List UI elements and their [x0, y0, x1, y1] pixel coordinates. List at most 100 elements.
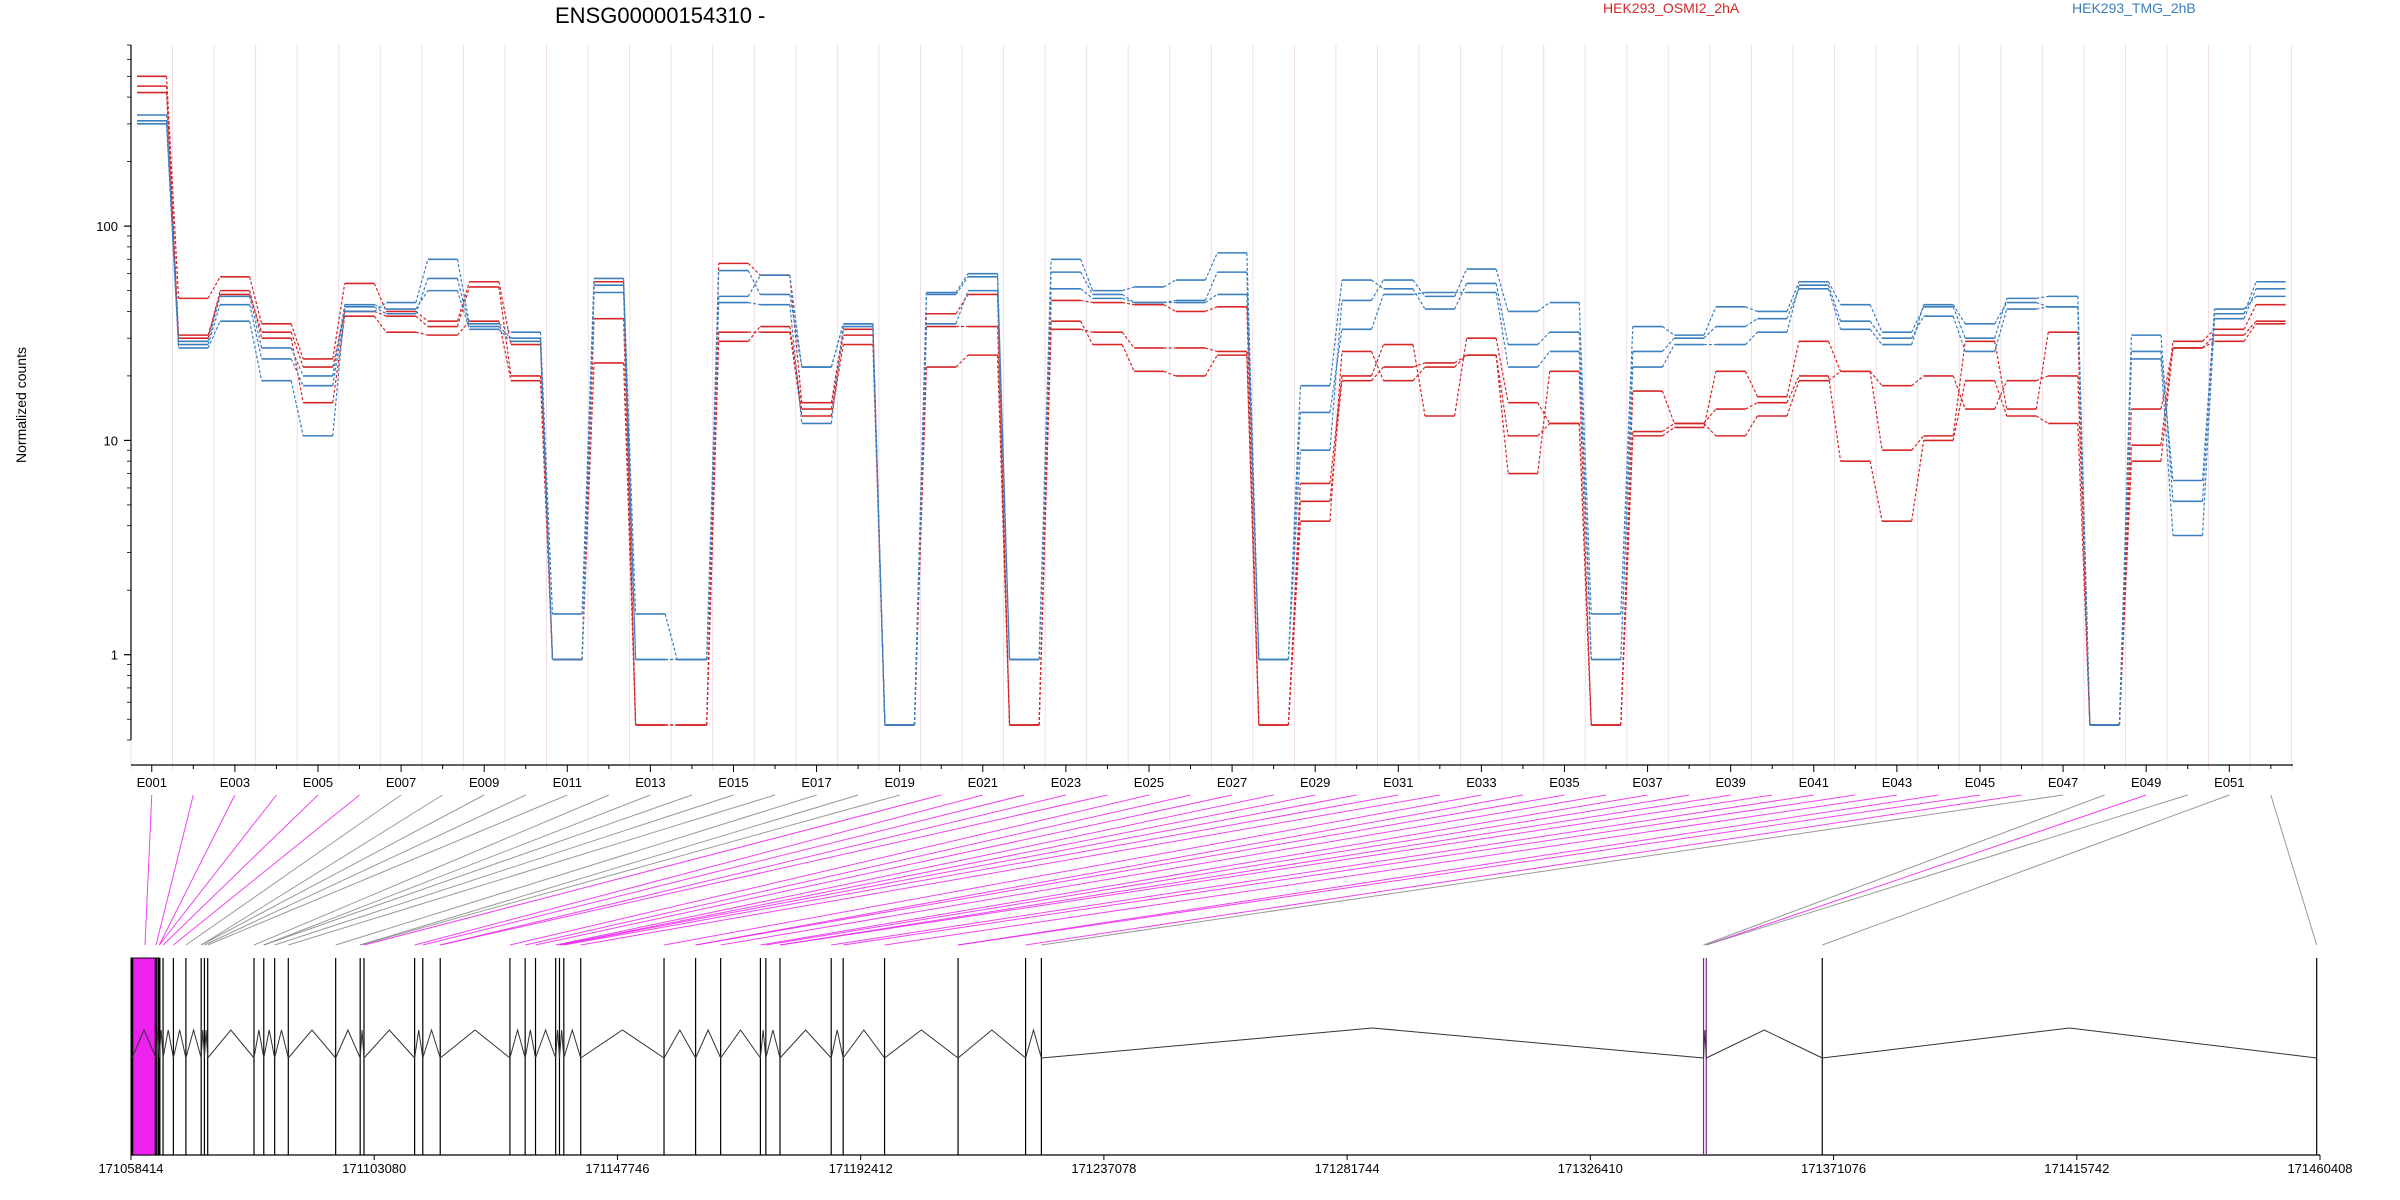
series-connector — [1080, 259, 1094, 291]
series-connector — [1370, 279, 1385, 301]
intron-arc — [203, 1029, 209, 1059]
series-connector — [955, 354, 969, 368]
x-tick-label: E029 — [1300, 775, 1330, 790]
exon-connector — [765, 794, 1690, 946]
series-connector — [290, 323, 304, 360]
series-connector — [1287, 521, 1301, 726]
series-connector — [1246, 294, 1260, 660]
x-tick-label: E027 — [1217, 775, 1247, 790]
x-tick-label: E023 — [1051, 775, 1081, 790]
series-connector — [207, 276, 221, 299]
series-connector — [1578, 423, 1592, 726]
series-connector — [830, 326, 844, 424]
series-connector — [623, 281, 637, 726]
exon-connector — [263, 794, 693, 946]
series-connector — [2036, 375, 2049, 382]
series-connector — [2036, 301, 2049, 308]
series-connector — [1662, 326, 1675, 336]
exon-connector — [1025, 794, 2022, 946]
x-tick-label: E019 — [884, 775, 914, 790]
exon-connector — [555, 794, 1274, 946]
series-connector — [1786, 380, 1800, 417]
series-connector — [1994, 380, 2008, 417]
chart-title: ENSG00000154310 - — [555, 3, 765, 28]
x-tick-label: E021 — [968, 775, 998, 790]
intron-arc — [1822, 1027, 2317, 1059]
x-tick-label: E041 — [1799, 775, 1829, 790]
intron-arc — [185, 1028, 202, 1059]
intron-arc — [162, 1029, 174, 1059]
intron-arc — [158, 1029, 164, 1059]
x-tick-label: E015 — [718, 775, 748, 790]
series-connector — [1038, 288, 1052, 660]
series-connector — [290, 338, 304, 403]
series-connector — [1952, 341, 1966, 436]
exon-connector — [843, 794, 1856, 946]
series-connector — [1121, 331, 1135, 349]
series-connector — [955, 276, 969, 295]
exon-connector — [363, 794, 942, 946]
exon-connector — [414, 794, 983, 946]
exon-connector — [957, 794, 1939, 946]
intron-arc — [830, 1029, 844, 1059]
exon-connector — [204, 794, 526, 946]
series-connector — [1205, 347, 1218, 353]
intron-arc — [558, 1029, 565, 1059]
series-connector — [1786, 288, 1800, 319]
series-connector — [373, 283, 387, 312]
exon-connector — [288, 794, 776, 946]
genomic-tick-label: 171415742 — [2044, 1161, 2109, 1176]
exon-connector — [274, 794, 734, 946]
series-connector — [1620, 326, 1634, 614]
series-connector — [1371, 279, 1384, 290]
series-connector — [1080, 328, 1093, 333]
series-connector — [1370, 351, 1385, 381]
series-connector — [1122, 301, 1135, 306]
series-connector — [498, 328, 512, 342]
series-connector — [1204, 354, 1218, 377]
series-connector — [1745, 306, 1758, 312]
series-connector — [1994, 298, 2008, 339]
series-connector — [1246, 351, 1260, 726]
series-connector — [1703, 423, 1717, 437]
intron-arc — [207, 1029, 255, 1059]
series-connector — [1952, 306, 1966, 339]
series-connector — [1246, 252, 1260, 660]
series-connector — [1994, 308, 2008, 352]
series-connector — [1952, 375, 1966, 410]
series-connector — [748, 301, 761, 306]
series-connector — [498, 281, 512, 345]
series-connector — [290, 347, 304, 377]
intron-arc — [759, 1029, 767, 1059]
series-connector — [1122, 297, 1135, 304]
series-connector — [1745, 402, 1758, 410]
series-connector — [623, 285, 637, 660]
exon-bands — [130, 45, 2293, 770]
intron-arc — [663, 1028, 697, 1059]
series-connector — [1662, 426, 1675, 437]
series-connector — [1329, 329, 1343, 413]
series-connector — [1578, 371, 1592, 726]
series-connector — [2243, 304, 2257, 330]
series-connector — [1620, 351, 1634, 660]
exon-connector — [1703, 794, 2105, 946]
series-connector — [2243, 288, 2257, 319]
genomic-tick-label: 171103080 — [342, 1161, 406, 1176]
series-connector — [1827, 288, 1842, 330]
series-connector — [1122, 286, 1135, 292]
series-connector — [1370, 344, 1385, 377]
series-connector — [1952, 380, 1966, 441]
intron-arc — [439, 1029, 511, 1059]
series-connector — [2202, 334, 2215, 349]
exon-connector — [440, 794, 1066, 946]
series-connector — [456, 286, 470, 327]
series-connector — [2243, 281, 2257, 314]
series-connector — [1911, 435, 1925, 451]
series-connector — [1287, 385, 1301, 660]
intron-arc — [580, 1029, 665, 1059]
series-connector — [2118, 351, 2132, 726]
series-connector — [1703, 371, 1717, 428]
series-connector — [1661, 344, 1675, 368]
series-connector — [1745, 318, 1758, 328]
